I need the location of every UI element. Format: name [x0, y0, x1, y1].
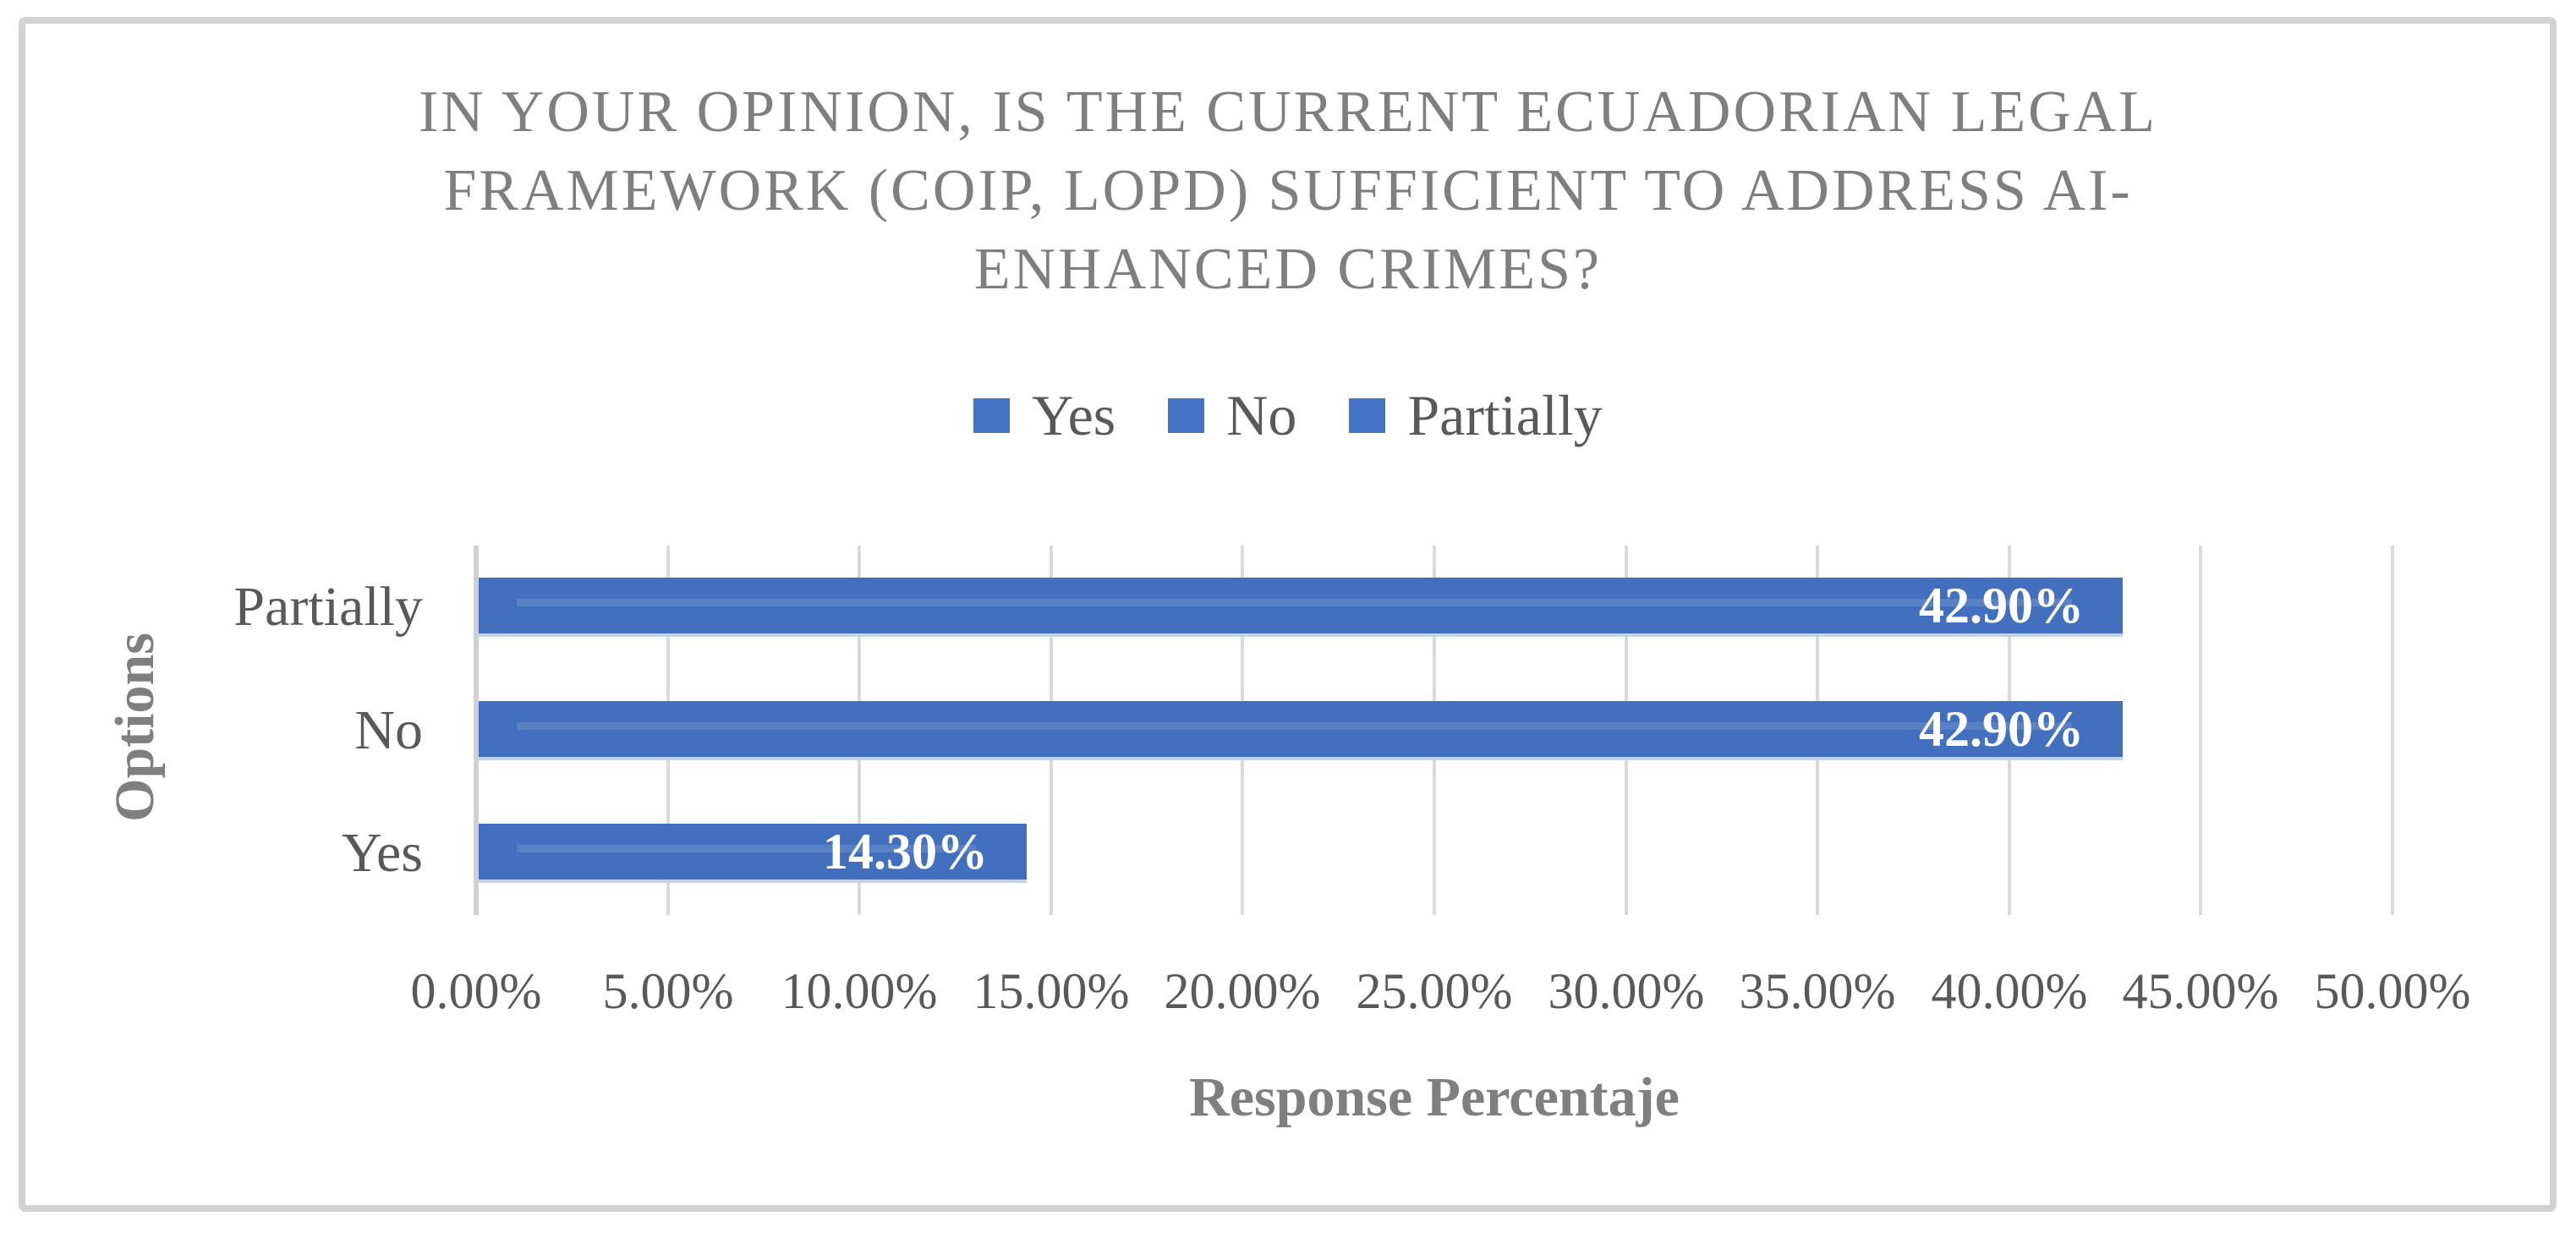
- legend-label: Yes: [1032, 383, 1116, 447]
- x-tick-label: 45.00%: [2122, 963, 2279, 1019]
- bar-partially: 42.90%: [479, 578, 2123, 637]
- bar-value-label: 42.90%: [1919, 700, 2084, 757]
- bar-value-label: 42.90%: [1919, 577, 2084, 633]
- category-label-no: No: [354, 699, 423, 761]
- vertical-gridline: [2199, 545, 2202, 915]
- x-tick-label: 5.00%: [602, 963, 734, 1019]
- x-tick-label: 50.00%: [2314, 963, 2471, 1019]
- bar-highlight-stripe: [517, 599, 2072, 606]
- x-tick-label: 15.00%: [973, 963, 1130, 1019]
- x-tick-label: 40.00%: [1931, 963, 2088, 1019]
- bar-value-label: 14.30%: [823, 823, 988, 880]
- legend-label: Partially: [1407, 383, 1603, 447]
- legend-item-yes: Yes: [973, 382, 1115, 449]
- y-axis-line: [474, 545, 479, 915]
- chart-title-line: ENHANCED CRIMES?: [973, 237, 1603, 302]
- x-tick-label: 30.00%: [1548, 963, 1705, 1019]
- legend-swatch-icon: [1168, 398, 1205, 433]
- chart-title: IN YOUR OPINION, IS THE CURRENT ECUADORI…: [0, 73, 2576, 309]
- category-label-yes: Yes: [341, 822, 423, 884]
- legend-swatch-icon: [973, 398, 1011, 433]
- x-axis-title: Response Percentaje: [1189, 1066, 1680, 1128]
- x-tick-label: 20.00%: [1164, 963, 1321, 1019]
- chart-border-frame: [19, 17, 2557, 1212]
- legend-item-no: No: [1168, 382, 1296, 449]
- bar-yes: 14.30%: [479, 824, 1027, 883]
- category-label-partially: Partially: [233, 576, 423, 638]
- x-tick-label: 25.00%: [1356, 963, 1513, 1019]
- bar-no: 42.90%: [479, 701, 2123, 760]
- vertical-gridline: [2391, 545, 2394, 915]
- x-tick-label: 10.00%: [781, 963, 938, 1019]
- legend-swatch-icon: [1349, 398, 1386, 433]
- chart-title-line: FRAMEWORK (COIP, LOPD) SUFFICIENT TO ADD…: [443, 158, 2133, 223]
- legend: Yes No Partially: [0, 382, 2576, 449]
- bar-highlight-stripe: [517, 845, 976, 852]
- bar-highlight-stripe: [517, 722, 2072, 730]
- legend-item-partially: Partially: [1349, 382, 1603, 449]
- x-tick-label: 35.00%: [1739, 963, 1896, 1019]
- chart-title-line: IN YOUR OPINION, IS THE CURRENT ECUADORI…: [419, 79, 2157, 145]
- legend-label: No: [1226, 383, 1297, 447]
- x-tick-label: 0.00%: [410, 963, 542, 1019]
